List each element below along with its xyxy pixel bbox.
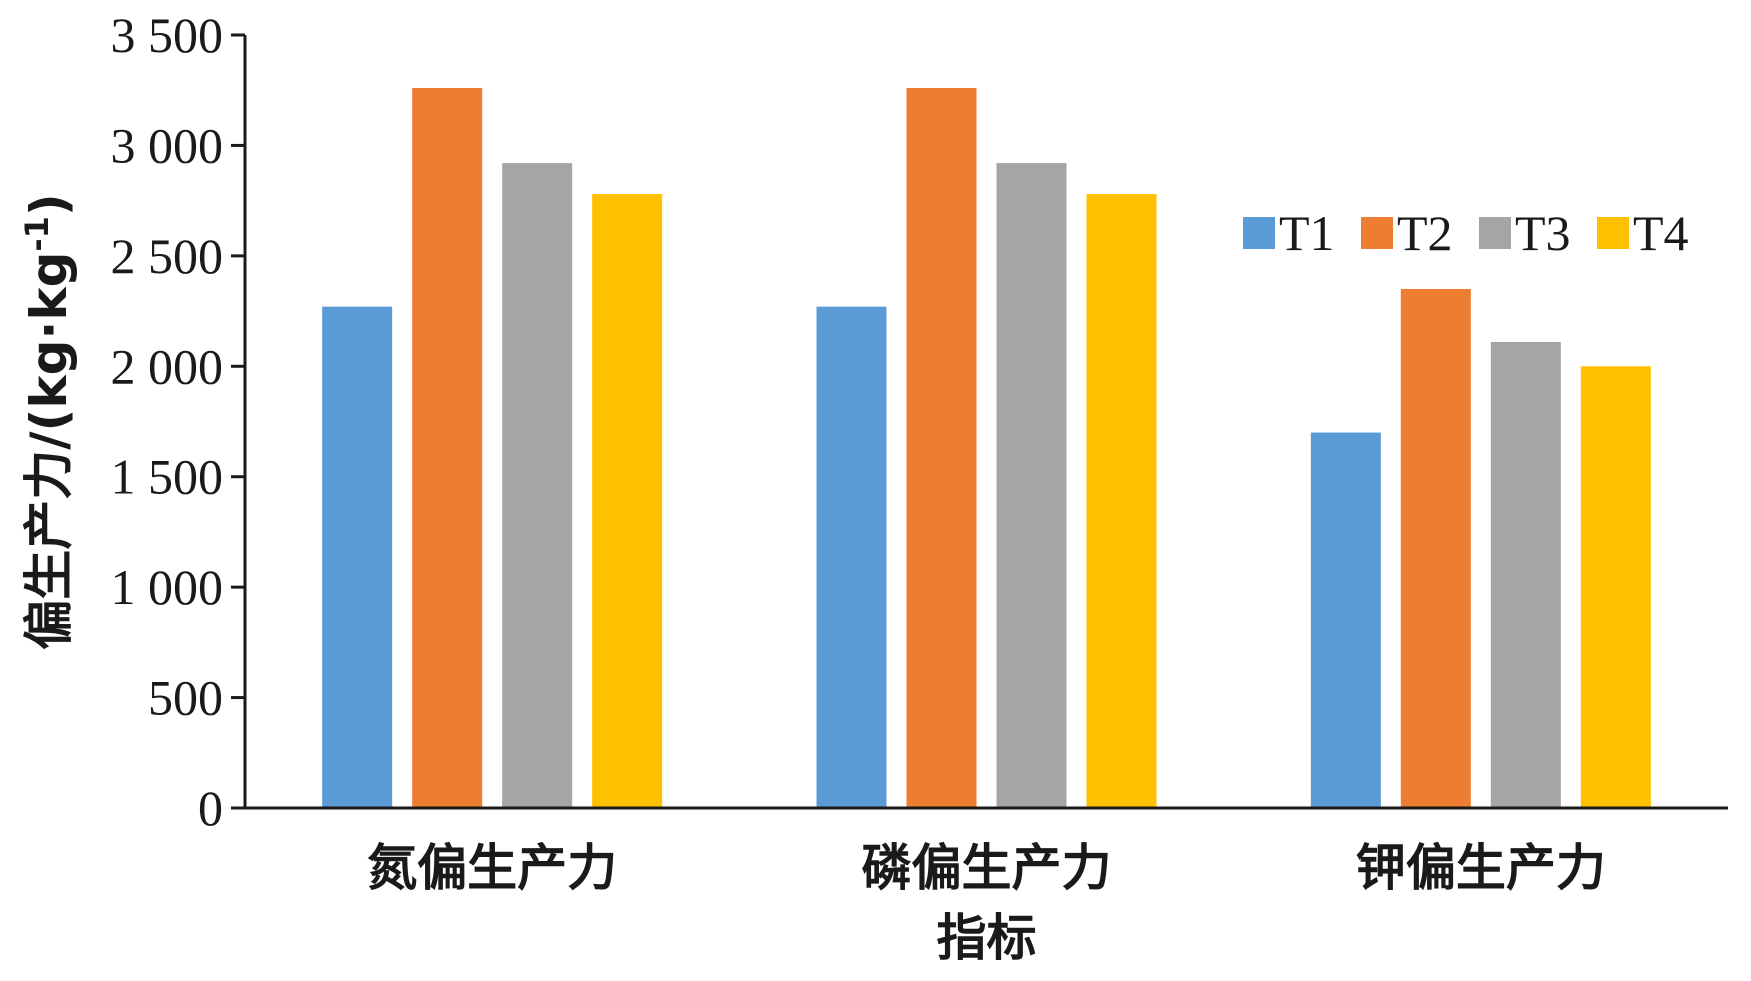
y-axis-title-superscript: -1	[18, 216, 56, 252]
bar-t2-1	[412, 88, 483, 808]
y-axis-ticks: 0 500 1 000 1 500 2 000 2 500 3 000 3 500	[111, 7, 245, 836]
bar-t3-1	[502, 163, 573, 808]
y-axis-title-end: )	[20, 193, 78, 216]
bar-t4-3	[1580, 366, 1651, 808]
y-tick-label: 0	[198, 780, 223, 836]
bar-t4-2	[1086, 194, 1157, 808]
bar-t1-3	[1310, 432, 1381, 808]
bar-t4-1	[592, 194, 663, 808]
bar-t3-2	[996, 163, 1067, 808]
legend-label-t4: T4	[1633, 205, 1689, 261]
legend-swatch-t3	[1479, 217, 1511, 249]
y-tick-label: 2 000	[111, 338, 224, 394]
legend-swatch-t1	[1243, 217, 1275, 249]
y-tick-label: 1 500	[111, 449, 224, 505]
bar-t1-2	[816, 306, 887, 808]
x-category-label: 氮偏生产力	[367, 839, 617, 897]
y-tick-label: 3 000	[111, 117, 224, 173]
bar-t2-2	[906, 88, 977, 808]
y-tick-label: 3 500	[111, 7, 224, 63]
x-axis-title: 指标	[937, 909, 1037, 967]
legend-swatch-t2	[1361, 217, 1393, 249]
y-axis-title-main: 偏生产力/(kg·kg	[20, 252, 78, 650]
bar-t2-3	[1400, 288, 1471, 808]
bar-t3-3	[1490, 341, 1561, 808]
y-axis-title: 偏生产力/(kg·kg-1)	[18, 193, 78, 650]
bars	[322, 88, 1651, 808]
x-category-label: 磷偏生产力	[862, 839, 1112, 897]
legend-swatch-t4	[1597, 217, 1629, 249]
y-tick-label: 2 500	[111, 228, 224, 284]
bar-t1-1	[322, 306, 393, 808]
legend-label-t2: T2	[1397, 205, 1453, 261]
x-axis-category-labels: 氮偏生产力 磷偏生产力 钾偏生产力	[367, 839, 1606, 897]
legend: T1 T2 T3 T4	[1243, 205, 1689, 261]
legend-label-t3: T3	[1515, 205, 1571, 261]
legend-label-t1: T1	[1279, 205, 1335, 261]
x-category-label: 钾偏生产力	[1356, 839, 1606, 897]
y-tick-label: 500	[148, 670, 223, 726]
y-tick-label: 1 000	[111, 559, 224, 615]
